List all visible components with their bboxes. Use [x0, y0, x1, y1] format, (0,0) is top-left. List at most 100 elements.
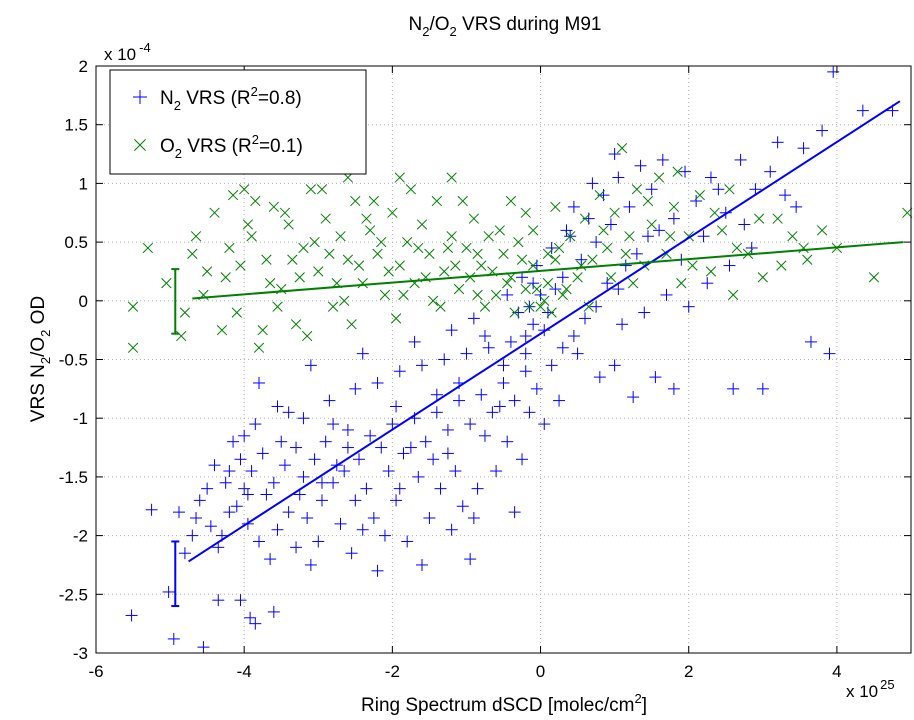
o2-data-point — [179, 307, 191, 318]
n2-data-point — [125, 609, 138, 622]
o2-data-point — [190, 231, 202, 242]
y-tick-label: -0.5 — [59, 351, 88, 370]
o2-data-point — [483, 231, 494, 242]
n2-data-point — [253, 376, 265, 389]
x-tick-label: 2 — [684, 662, 693, 681]
n2-data-point — [567, 200, 580, 213]
n2-data-point — [734, 153, 747, 166]
n2-data-point — [619, 259, 632, 272]
n2-data-point — [367, 511, 380, 524]
y-tick-label: -1.5 — [59, 468, 88, 487]
n2-data-point — [704, 171, 717, 184]
n2-data-point — [645, 183, 658, 196]
n2-data-point — [390, 400, 403, 413]
o2-data-point — [505, 195, 517, 207]
n2-data-point — [290, 541, 303, 554]
n2-data-point — [323, 394, 336, 407]
n2-data-point — [701, 277, 714, 290]
n2-data-point — [327, 418, 340, 431]
n2-data-point — [267, 476, 280, 489]
n2-data-point — [178, 547, 191, 560]
n2-data-point — [315, 476, 328, 489]
n2-data-point — [630, 247, 643, 260]
n2-data-point — [167, 632, 180, 645]
o2-data-point — [279, 207, 291, 218]
o2-data-point — [787, 231, 798, 242]
o2-data-point — [220, 272, 231, 283]
n2-data-point — [319, 435, 332, 448]
o2-data-point — [368, 195, 379, 207]
x-exponent-label: x 10 25 — [846, 677, 895, 701]
n2-data-point — [523, 406, 536, 419]
o2-data-point — [709, 207, 720, 218]
n2-data-point — [586, 177, 599, 190]
o2-data-point — [620, 248, 631, 259]
n2-data-point — [556, 341, 569, 354]
o2-data-point — [453, 283, 465, 295]
o2-data-point — [668, 201, 680, 213]
n2-data-point — [764, 165, 777, 178]
n2-data-point — [249, 617, 262, 630]
o2-data-point — [531, 283, 542, 295]
n2-data-point — [475, 388, 488, 401]
y-exponent-label: x 10 -4 — [104, 40, 151, 64]
n2-data-point — [608, 359, 621, 372]
o2-data-point — [216, 324, 228, 336]
o2-data-point — [572, 272, 583, 283]
n2-data-point — [612, 283, 625, 296]
o2-data-point — [272, 301, 283, 312]
n2-data-point — [341, 423, 354, 436]
o2-data-point — [631, 184, 643, 195]
o2-data-point — [261, 254, 272, 265]
o2-data-point — [320, 213, 331, 224]
o2-data-point — [457, 195, 468, 207]
n2-data-point — [401, 535, 414, 548]
n2-data-point — [667, 212, 680, 225]
o2-data-point — [605, 272, 617, 283]
n2-data-point — [790, 200, 803, 213]
x-axis-label: Ring Spectrum dSCD [molec/cm2] — [361, 691, 647, 716]
n2-data-point — [756, 382, 769, 395]
o2-data-point — [387, 207, 398, 218]
n2-data-point — [234, 453, 247, 466]
n2-data-point — [353, 453, 366, 466]
n2-data-point — [627, 391, 640, 404]
n2-data-point — [230, 500, 243, 513]
n2-data-point — [553, 394, 566, 407]
o2-data-point — [539, 295, 550, 306]
o2-data-point — [868, 272, 880, 283]
n2-data-point — [327, 476, 340, 489]
o2-data-point — [394, 260, 405, 271]
n2-data-point — [223, 465, 236, 478]
n2-data-point — [638, 306, 651, 319]
o2-data-point — [550, 254, 561, 265]
n2-data-point — [508, 394, 521, 407]
o2-data-point — [413, 242, 424, 254]
o2-data-point — [687, 260, 698, 271]
n2-data-point — [530, 382, 543, 395]
n2-data-point — [453, 394, 466, 407]
n2-data-point — [304, 359, 317, 372]
y-tick-label: 0.5 — [64, 233, 88, 252]
o2-data-point — [313, 266, 324, 277]
x-tick-label: -2 — [385, 662, 400, 681]
n2-data-point — [575, 253, 588, 266]
n2-data-point — [345, 547, 358, 560]
legend-marker-o2 — [134, 139, 146, 151]
n2-data-point — [712, 183, 725, 196]
n2-data-point — [682, 300, 695, 313]
n2-data-point — [349, 382, 362, 395]
n2-data-point — [227, 435, 240, 448]
o2-data-point — [476, 260, 487, 271]
n2-data-point — [490, 465, 503, 478]
n2-data-point — [623, 200, 636, 213]
o2-data-point — [246, 231, 257, 242]
n2-data-point — [749, 183, 762, 196]
o2-data-point — [902, 207, 913, 218]
n2-data-point — [616, 318, 629, 331]
o2-data-point — [520, 207, 531, 218]
n2-data-point — [241, 488, 254, 501]
n2-data-point — [249, 418, 262, 431]
fit-lines — [188, 100, 904, 563]
o2-data-point — [550, 201, 561, 213]
